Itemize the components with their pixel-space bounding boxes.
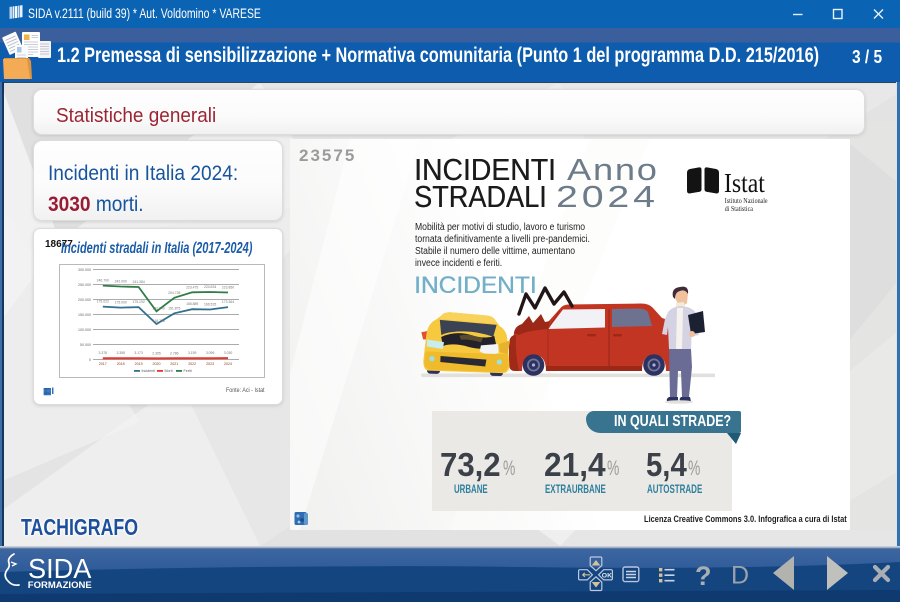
svg-text:175.192: 175.192 xyxy=(132,300,144,304)
svg-text:50.000: 50.000 xyxy=(80,343,91,347)
svg-text:0: 0 xyxy=(89,358,91,362)
svg-text:224.634: 224.634 xyxy=(204,285,216,289)
svg-text:150.000: 150.000 xyxy=(78,313,91,317)
svg-text:3.030: 3.030 xyxy=(224,351,233,355)
svg-text:Incidenti: Incidenti xyxy=(142,369,156,373)
svg-text:242.000: 242.000 xyxy=(115,280,127,284)
svg-text:2.786: 2.786 xyxy=(170,351,179,355)
svg-text:241.384: 241.384 xyxy=(132,280,144,284)
svg-text:175.000: 175.000 xyxy=(115,301,127,305)
svg-text:3.173: 3.173 xyxy=(134,351,143,355)
svg-text:3.358: 3.358 xyxy=(116,351,125,355)
svg-text:204.728: 204.728 xyxy=(168,291,180,295)
svg-text:3.096: 3.096 xyxy=(206,351,215,355)
svg-text:Morti: Morti xyxy=(165,369,173,373)
svg-text:151.875: 151.875 xyxy=(168,306,180,310)
svg-text:2018: 2018 xyxy=(117,362,125,366)
svg-text:100.000: 100.000 xyxy=(78,328,91,332)
svg-text:2017: 2017 xyxy=(99,362,107,366)
svg-text:3.159: 3.159 xyxy=(188,351,197,355)
svg-text:223.475: 223.475 xyxy=(186,285,198,289)
svg-text:165.889: 165.889 xyxy=(186,302,198,306)
svg-text:?: ? xyxy=(695,561,712,591)
svg-text:2019: 2019 xyxy=(135,362,143,366)
svg-text:300.000: 300.000 xyxy=(78,268,91,272)
svg-text:di Statistica: di Statistica xyxy=(725,205,753,213)
svg-text:200.000: 200.000 xyxy=(78,298,91,302)
svg-text:182.149: 182.149 xyxy=(152,306,164,310)
svg-text:223.850: 223.850 xyxy=(222,286,234,290)
svg-text:Feriti: Feriti xyxy=(184,369,192,373)
svg-text:Istat: Istat xyxy=(724,168,765,199)
svg-text:173.364: 173.364 xyxy=(222,300,234,304)
svg-text:118.298: 118.298 xyxy=(153,319,165,323)
svg-text:OK: OK xyxy=(602,572,612,579)
svg-text:3.378: 3.378 xyxy=(99,351,108,355)
svg-text:166.525: 166.525 xyxy=(204,303,216,307)
svg-text:246.700: 246.700 xyxy=(97,279,109,283)
svg-text:2.395: 2.395 xyxy=(152,351,161,355)
svg-text:D: D xyxy=(731,562,749,590)
svg-text:2023: 2023 xyxy=(206,362,214,366)
svg-text:175.022: 175.022 xyxy=(97,300,109,304)
svg-text:250.000: 250.000 xyxy=(78,283,91,287)
svg-text:2024: 2024 xyxy=(224,362,232,366)
svg-text:2020: 2020 xyxy=(153,362,161,366)
svg-text:2021: 2021 xyxy=(170,362,178,366)
svg-text:2022: 2022 xyxy=(188,362,196,366)
svg-text:Istituto Nazionale: Istituto Nazionale xyxy=(725,197,768,205)
